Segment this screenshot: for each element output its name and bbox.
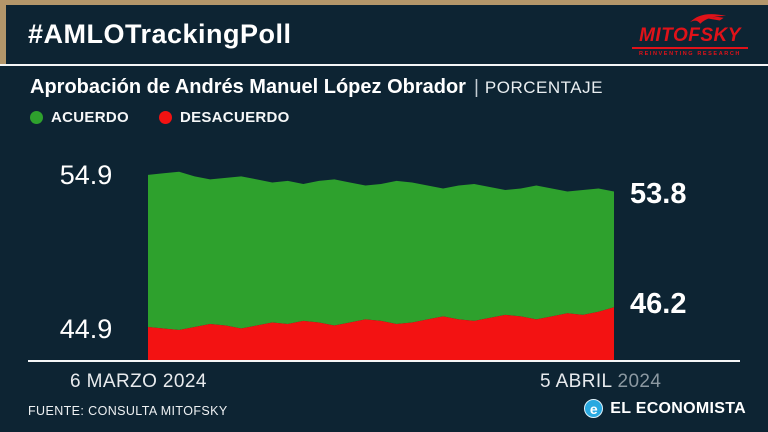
mitofsky-wordmark: MITOFSKY bbox=[639, 24, 741, 46]
end-date-day: 5 ABRIL bbox=[540, 371, 612, 392]
end-date-year: 2024 bbox=[617, 371, 662, 392]
header-divider bbox=[0, 64, 768, 66]
hashtag-title: #AMLOTrackingPoll bbox=[28, 19, 292, 49]
approval-start-value: 54.9 bbox=[59, 160, 113, 190]
left-accent-bar bbox=[0, 0, 6, 64]
x-axis-line bbox=[28, 360, 740, 362]
eagle-icon bbox=[689, 13, 727, 24]
acuerdo-dot-icon bbox=[30, 111, 43, 124]
legend: ACUERDO DESACUERDO bbox=[30, 109, 290, 126]
title-divider: | bbox=[473, 77, 479, 98]
top-accent-bar bbox=[0, 0, 768, 5]
chart-title: Aprobación de Andrés Manuel López Obrado… bbox=[30, 76, 603, 99]
legend-item-desacuerdo: DESACUERDO bbox=[158, 109, 290, 126]
desacuerdo-label: DESACUERDO bbox=[179, 109, 290, 126]
el-economista-wordmark: EL ECONOMISTA bbox=[610, 399, 746, 417]
publisher-logo: e EL ECONOMISTA bbox=[584, 399, 746, 418]
legend-item-acuerdo: ACUERDO bbox=[30, 109, 129, 126]
mitofsky-rule bbox=[632, 46, 748, 49]
mitofsky-tagline: REINVENTING RESEARCH bbox=[639, 50, 741, 57]
disapproval-end-value: 46.2 bbox=[630, 288, 687, 320]
el-economista-icon: e bbox=[584, 399, 604, 418]
approval-end-value: 53.8 bbox=[630, 178, 687, 210]
desacuerdo-dot-icon bbox=[158, 111, 172, 124]
acuerdo-label: ACUERDO bbox=[51, 109, 129, 126]
start-date-label: 6 MARZO 2024 bbox=[70, 371, 207, 392]
chart-title-unit: PORCENTAJE bbox=[484, 78, 603, 97]
end-date-label: 5 ABRIL 2024 bbox=[540, 371, 661, 393]
header: #AMLOTrackingPoll MITOFSKY REINVENTING R… bbox=[0, 5, 768, 64]
tracking-area-chart bbox=[148, 152, 614, 362]
disapproval-start-value: 44.9 bbox=[59, 314, 113, 344]
chart-title-main: Aprobación de Andrés Manuel López Obrado… bbox=[30, 76, 466, 98]
desacuerdo-area bbox=[148, 307, 614, 362]
mitofsky-logo: MITOFSKY REINVENTING RESEARCH bbox=[630, 12, 750, 58]
source-label: FUENTE: CONSULTA MITOFSKY bbox=[28, 404, 228, 418]
acuerdo-area bbox=[148, 171, 614, 331]
